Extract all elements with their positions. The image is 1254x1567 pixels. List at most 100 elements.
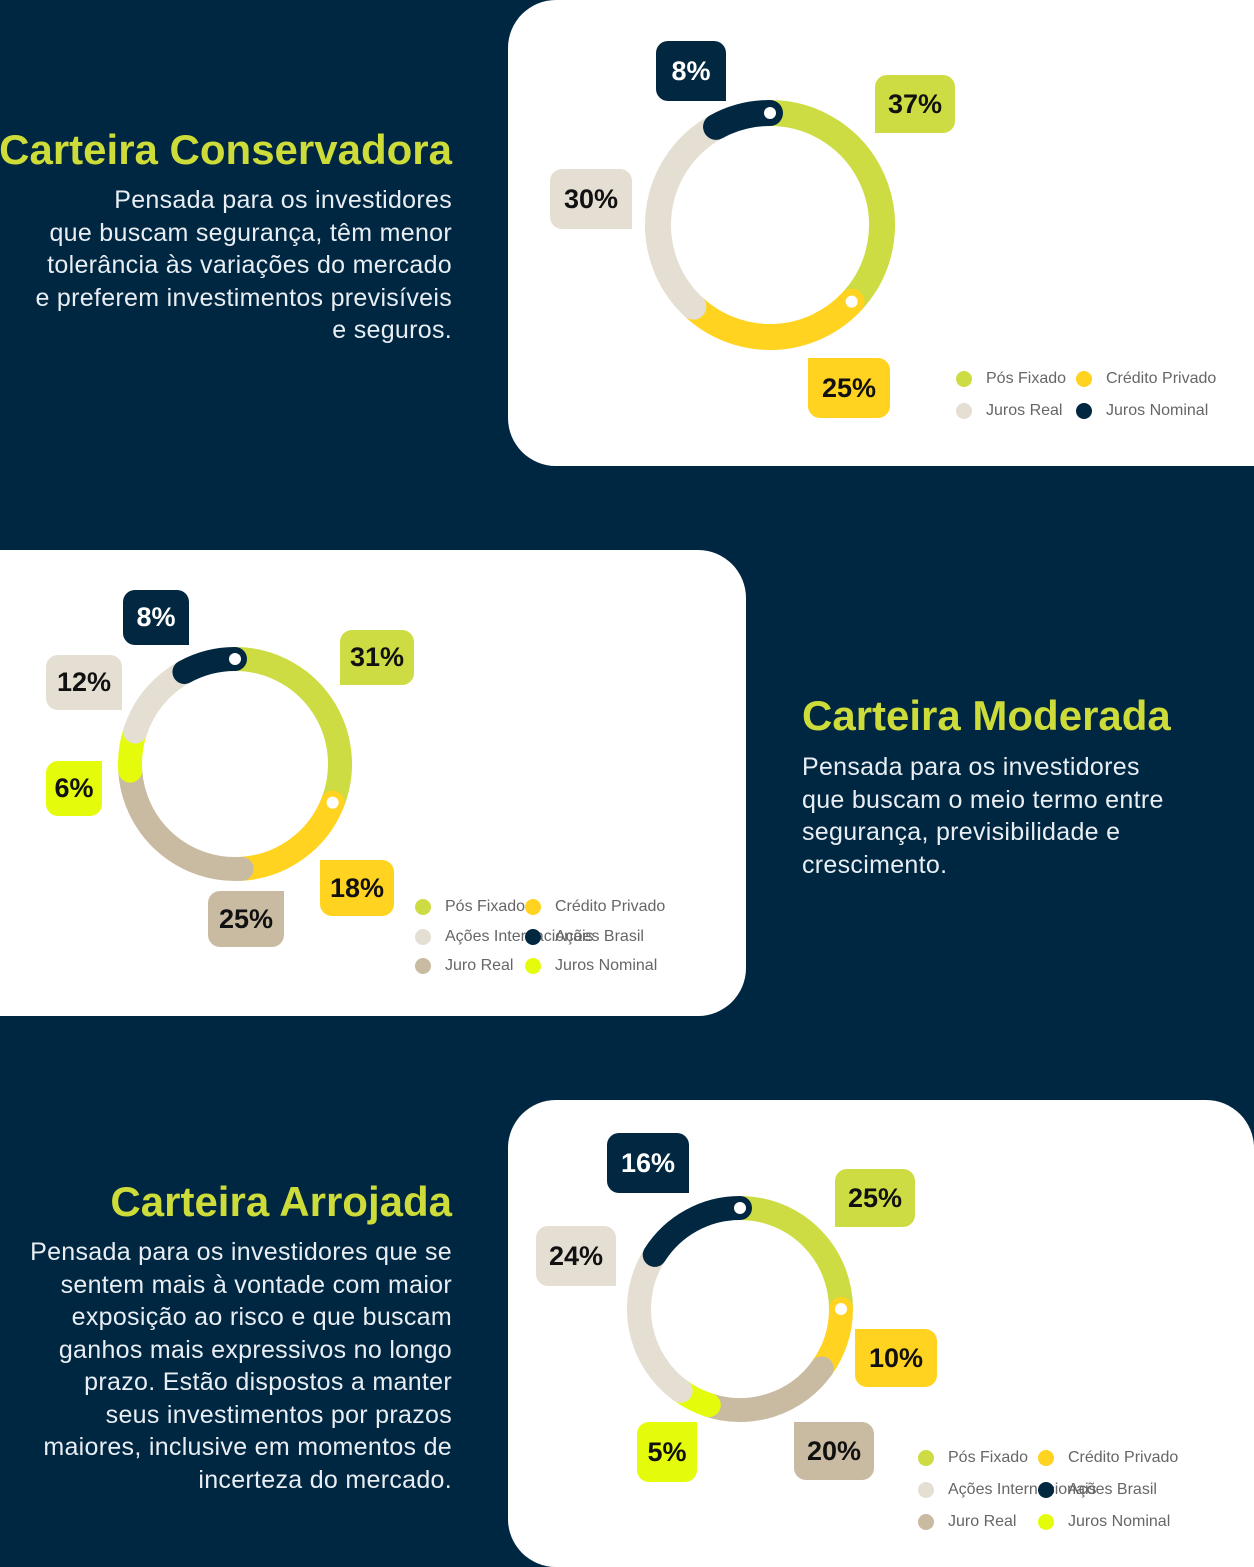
legend-label: Juro Real [948,1513,1017,1530]
donut-chart-conservadora [645,100,895,350]
description-arrojada: Pensada para os investidores que se sent… [30,1236,452,1496]
description-line: maiores, inclusive em momentos de [43,1433,452,1461]
slice-marker [835,1303,847,1315]
description-line: incerteza do mercado. [198,1465,452,1494]
data-label-bubble: 31% [340,630,414,685]
legend-swatch [918,1450,934,1466]
data-label-bubble: 25% [208,891,284,947]
legend-label: Juros Nominal [1106,402,1209,419]
title-arrojada: Carteira Arrojada [110,1178,452,1225]
slice-marker [845,295,858,308]
data-label-bubble: 16% [607,1133,689,1193]
description-line: Pensada para os investidores que se [30,1238,452,1266]
slice-marker [229,653,241,665]
legend-swatch [1076,403,1092,419]
legend-item: Crédito Privado [1076,370,1216,388]
donut-slice-3 [645,113,730,320]
legend-label: Pós Fixado [986,370,1067,387]
description-line: que buscam o meio termo entre [802,785,1164,814]
donut-chart-arrojada [627,1196,853,1422]
legend-label: Juros Nominal [1068,1513,1171,1530]
data-label-bubble: 10% [855,1329,937,1387]
description-line: segurança, previsibilidade e [802,818,1121,846]
description-line: crescimento. [802,850,948,879]
slice-marker [734,1202,746,1214]
chart-card-conservadora: Pós Fixado Crédito Privado Juros Real Juros… [508,0,1254,466]
legend-swatch [525,928,541,945]
legend-item: Juros Real [956,402,1062,420]
description-line: exposição ao risco e que buscam [71,1303,452,1331]
title-conservadora: Carteira Conservadora [0,126,452,173]
description-line: e seguros. [332,316,452,344]
legend-swatch [415,958,431,974]
legend-swatch [1038,1482,1054,1498]
description-conservadora: Pensada para os investidores que buscam … [35,184,452,347]
data-label-bubble: 20% [794,1422,874,1480]
legend-label: Ações Internacionais [948,1481,1097,1498]
legend-item: Pós Fixado [415,898,525,916]
legend-swatch [918,1514,934,1530]
legend-swatch [1038,1514,1054,1530]
description-line: tolerância às variações do mercado [47,251,452,279]
slice-marker [764,107,776,119]
legend-swatch [525,958,541,974]
description-line: seus investimentos por prazos [105,1400,452,1429]
description-line: prazo. Estão dispostos a manter [84,1368,452,1396]
data-label-bubble: 12% [46,655,122,710]
legend-item: Pós Fixado [956,370,1066,388]
legend-item: Ações Internacionais [918,1481,1097,1499]
legend-item: Crédito Privado [525,898,665,916]
legend-label: Ações Brasil [1068,1481,1157,1498]
legend-swatch [525,899,541,915]
data-label-bubble: 8% [123,590,189,645]
data-label-bubble: 5% [637,1422,697,1482]
legend-item: Crédito Privado [1038,1449,1178,1467]
legend-swatch [918,1482,934,1498]
data-label-bubble: 25% [808,358,890,418]
legend-label: Crédito Privado [1068,1449,1179,1466]
legend-item: Ações Internacionais [415,928,594,946]
legend-label: Ações Brasil [555,927,644,945]
legend-swatch [415,928,431,945]
description-line: Pensada para os investidores [802,753,1140,781]
legend-swatch [1076,371,1092,387]
legend-item: Ações Brasil [1038,1481,1157,1499]
donut-slice-1 [728,1196,853,1321]
data-label-bubble: 8% [656,41,726,101]
legend-swatch [1038,1450,1054,1466]
legend-swatch [956,371,972,387]
data-label-bubble: 24% [536,1226,616,1286]
legend-label: Juros Real [986,402,1063,419]
legend-label: Juro Real [445,957,514,974]
legend-swatch [415,899,431,915]
slice-marker [326,796,339,809]
description-line: e preferem investimentos previsíveis [35,283,452,312]
legend-swatch [956,403,972,419]
legend-item: Ações Brasil [525,928,644,946]
data-label-bubble: 25% [835,1169,915,1227]
data-label-bubble: 6% [46,761,102,816]
description-line: ganhos mais expressivos no longo [58,1335,452,1364]
legend-label: Pós Fixado [948,1449,1029,1466]
description-line: sentem mais à vontade com maior [60,1270,452,1299]
description-line: que buscam segurança, têm menor [49,218,452,247]
donut-slice-6 [642,1196,752,1267]
data-label-bubble: 18% [320,860,394,916]
donut-slice-3 [696,1356,834,1422]
data-label-bubble: 37% [875,75,955,133]
donut-slice-1 [223,647,352,815]
donut-slice-2 [680,288,865,350]
donut-chart-moderada [118,647,352,881]
donut-slice-6 [172,647,247,684]
legend-item: Juros Nominal [1038,1513,1170,1531]
donut-slice-3 [118,758,254,881]
donut-slice-1 [757,100,895,315]
legend-label: Juros Nominal [555,957,658,974]
legend-label: Crédito Privado [555,898,666,915]
legend-label: Ações Internacionais [445,927,594,945]
legend-label: Pós Fixado [445,898,526,915]
donut-slice-2 [229,790,345,881]
chart-card-moderada: Pós Fixado Crédito Privado Ações Internaci… [0,550,746,1016]
legend-item: Juros Nominal [1076,402,1208,420]
data-label-bubble: 30% [550,169,632,229]
